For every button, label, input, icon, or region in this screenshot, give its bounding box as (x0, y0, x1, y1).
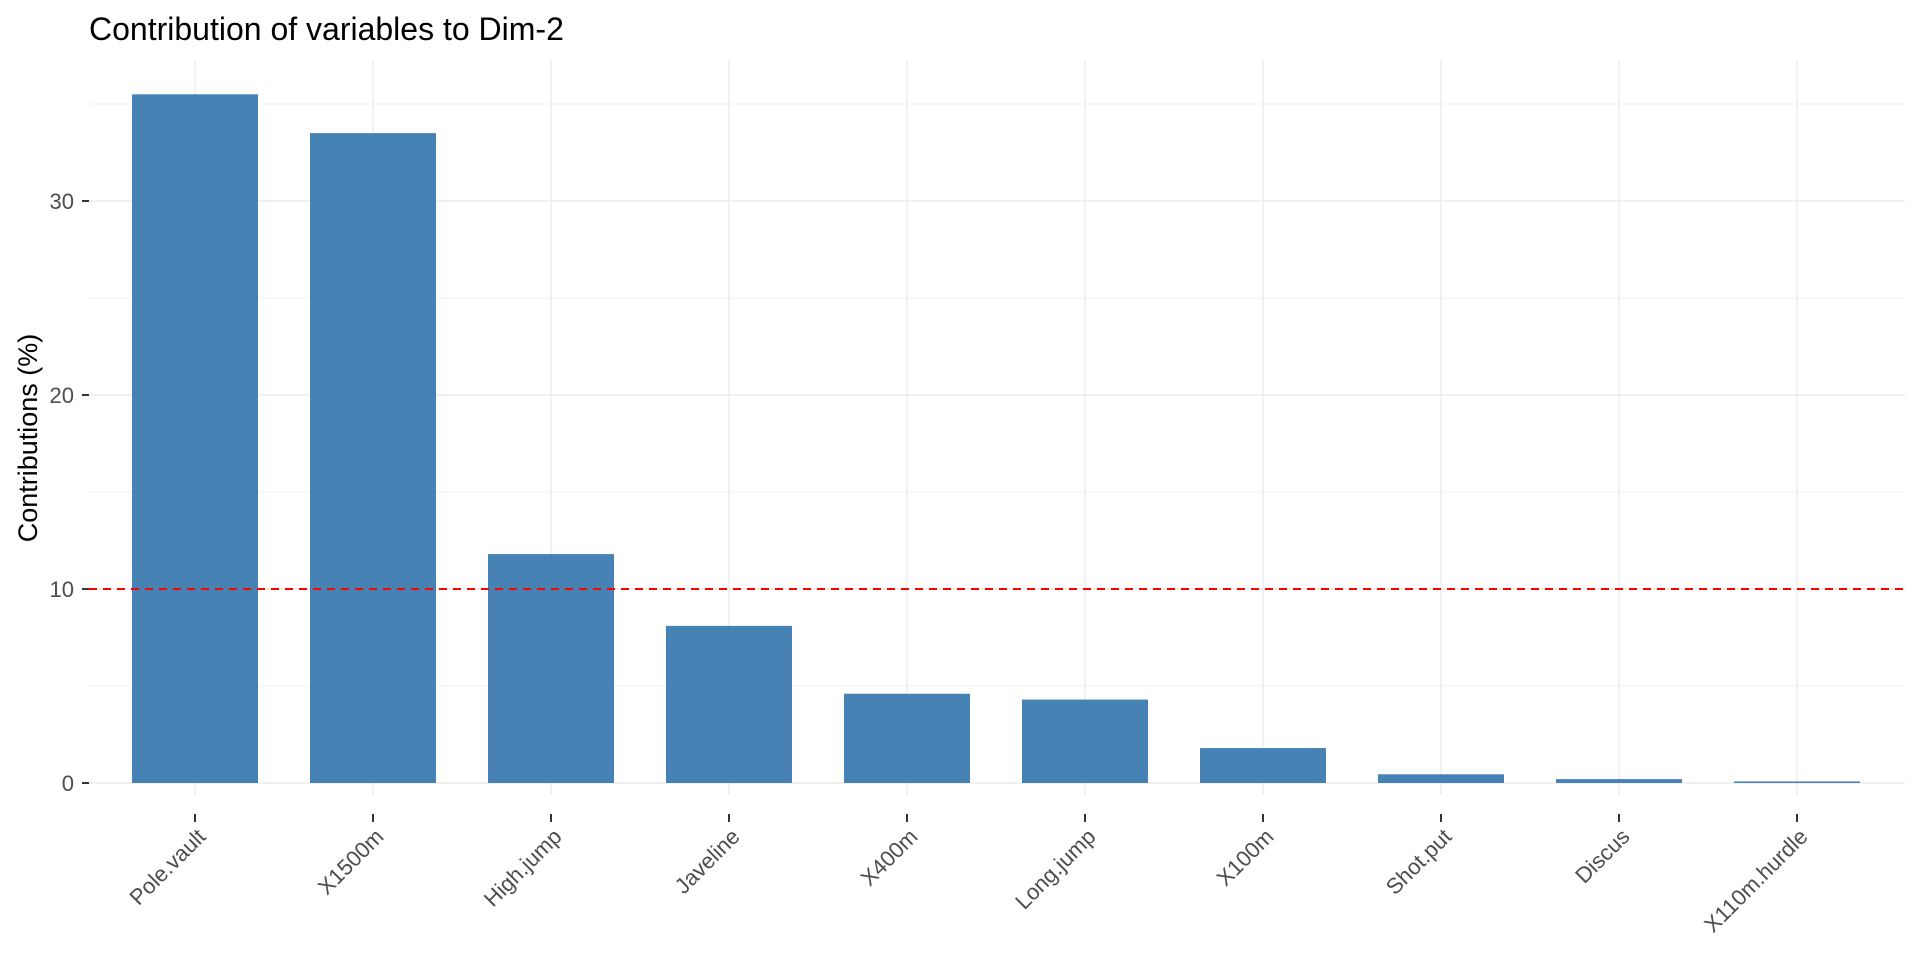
x-tick-label: Discus (1570, 824, 1634, 888)
bar-x110m-hurdle (1734, 781, 1860, 783)
bar-x1500m (310, 133, 436, 784)
bar-discus (1556, 779, 1682, 783)
bar-x100m (1200, 748, 1326, 783)
y-axis-title: Contributions (%) (13, 334, 43, 543)
x-axis: Pole.vault X1500m High.jump Javeline X400m Lo… (125, 814, 1813, 937)
x-tick-label: X100m (1212, 824, 1279, 891)
x-tick-label: Long.jump (1010, 824, 1100, 914)
bar-high-jump (488, 554, 614, 783)
x-tick-label: X400m (856, 824, 923, 891)
x-tick-label: X110m.hurdle (1699, 824, 1812, 937)
bar-pole-vault (132, 94, 258, 784)
bar-x400m (844, 693, 970, 783)
y-tick-label: 20 (50, 383, 74, 408)
bar-shot-put (1378, 774, 1504, 783)
bars (132, 94, 1860, 784)
bar-javeline (666, 625, 792, 783)
bar-long-jump (1022, 699, 1148, 783)
x-tick-label: X1500m (313, 824, 389, 900)
y-tick-label: 10 (50, 577, 74, 602)
y-tick-label: 30 (50, 189, 74, 214)
y-tick-label: 0 (62, 771, 74, 796)
x-tick-label: Shot.put (1381, 824, 1457, 900)
x-tick-label: Javeline (670, 824, 745, 899)
x-tick-label: Pole.vault (125, 824, 211, 910)
chart-title: Contribution of variables to Dim-2 (89, 11, 564, 47)
y-axis: 0 10 20 30 (50, 189, 89, 796)
x-tick-label: High.jump (479, 824, 567, 912)
